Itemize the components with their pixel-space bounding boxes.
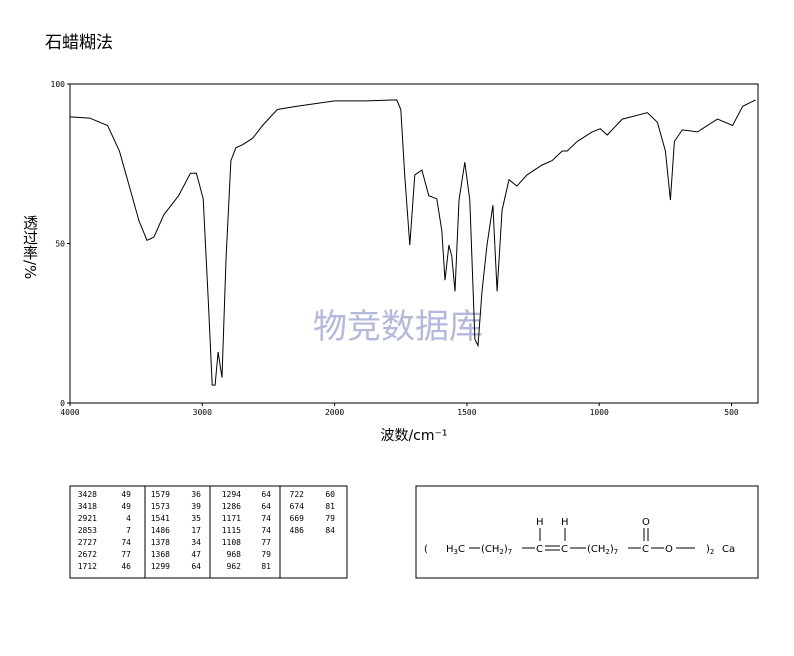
peak-transmittance: 64 [191,562,201,571]
peak-transmittance: 39 [191,502,201,511]
group: (CH2)7 [587,544,618,556]
peak-transmittance: 74 [261,514,271,523]
subscript: 7 [508,548,512,556]
x-axis-label: 波数/cm⁻¹ [380,428,447,444]
peak-table-frame [69,485,348,579]
peak-wavenumber: 2921 [78,514,97,523]
atom: (CH [481,544,499,555]
peak-transmittance: 17 [191,526,201,535]
peak-transmittance: 79 [325,514,335,523]
atom: Ca [722,544,735,555]
x-tick-label: 500 [724,408,739,417]
peak-wavenumber: 2853 [78,526,97,535]
spectrum-line [69,99,756,386]
atom: O [642,517,650,528]
atom: C [561,544,568,555]
peak-wavenumber: 1573 [151,502,170,511]
peak-wavenumber: 1541 [151,514,170,523]
paren: ) [504,544,508,555]
peak-transmittance: 35 [191,514,201,523]
peak-wavenumber: 1294 [222,490,241,499]
chart-title: 石蜡糊法 [45,33,113,53]
subscript: 3 [454,548,458,556]
structure: ( H3C (CH2)7 C H C H (CH2)7 C O O )2 Ca [424,517,735,556]
peak-wavenumber: 968 [227,550,242,559]
peak-wavenumber: 1378 [151,538,170,547]
peak-wavenumber: 1108 [222,538,241,547]
peak-transmittance: 64 [261,502,271,511]
peak-wavenumber: 3428 [78,490,97,499]
peak-wavenumber: 2672 [78,550,97,559]
y-tick-label: 0 [60,399,65,408]
atom: (CH [587,544,605,555]
paren: ) [706,544,710,555]
group: (CH2)7 [481,544,512,556]
peak-transmittance: 7 [126,526,131,535]
x-tick-label: 1000 [590,408,609,417]
watermark: 物竞数据库 [313,307,483,347]
peak-wavenumber: 722 [290,490,305,499]
subscript: 2 [499,548,503,556]
chart: 0 50 100 4000 3000 2000 1500 1000 500 [51,80,756,417]
peak-wavenumber: 669 [290,514,305,523]
peak-transmittance: 77 [121,550,131,559]
peak-transmittance: 81 [261,562,271,571]
y-tick-label: 50 [55,240,65,249]
atom: H3C [446,544,465,556]
atom: C [536,544,543,555]
peak-transmittance: 64 [261,490,271,499]
peak-wavenumber: 1579 [151,490,170,499]
peak-transmittance: 84 [325,526,335,535]
subscript: 2 [710,548,714,556]
peak-transmittance: 60 [325,490,335,499]
x-tick-label: 4000 [60,408,79,417]
peak-transmittance: 79 [261,550,271,559]
atom: H [536,517,544,528]
plot-frame [69,83,759,404]
peak-wavenumber: 674 [290,502,305,511]
peak-transmittance: 74 [121,538,131,547]
peak-wavenumber: 1171 [222,514,241,523]
peak-transmittance: 47 [191,550,201,559]
atom: H [561,517,569,528]
peak-wavenumber: 486 [290,526,305,535]
atom: C [642,544,649,555]
paren: ( [424,544,428,555]
peak-transmittance: 74 [261,526,271,535]
peak-wavenumber: 3418 [78,502,97,511]
peak-transmittance: 49 [121,490,131,499]
peak-transmittance: 46 [121,562,131,571]
peak-transmittance: 81 [325,502,335,511]
peak-wavenumber: 1712 [78,562,97,571]
structure-frame [415,485,759,579]
peak-table: 3428 49 3418 49 2921 4 2853 7 2727 74 2672 77 1712 46… [78,490,335,571]
peak-wavenumber: 1115 [222,526,241,535]
peak-wavenumber: 1299 [151,562,170,571]
peak-transmittance: 49 [121,502,131,511]
x-tick-label: 2000 [325,408,344,417]
y-axis-label: 透过率/% [21,215,39,279]
x-tick-label: 1500 [457,408,476,417]
peak-wavenumber: 1486 [151,526,170,535]
peak-transmittance: 36 [191,490,201,499]
peak-transmittance: 34 [191,538,201,547]
peak-wavenumber: 1286 [222,502,241,511]
peak-transmittance: 77 [261,538,271,547]
peak-wavenumber: 2727 [78,538,97,547]
peak-wavenumber: 962 [227,562,242,571]
y-tick-label: 100 [51,80,66,89]
atom: H [446,544,454,555]
subscript: 2 [605,548,609,556]
paren: ) [610,544,614,555]
atom: C [458,544,465,555]
subscript: 7 [614,548,618,556]
peak-transmittance: 4 [126,514,131,523]
x-tick-label: 3000 [193,408,212,417]
atom: O [665,544,673,555]
paren: )2 [706,544,714,556]
peak-wavenumber: 1368 [151,550,170,559]
